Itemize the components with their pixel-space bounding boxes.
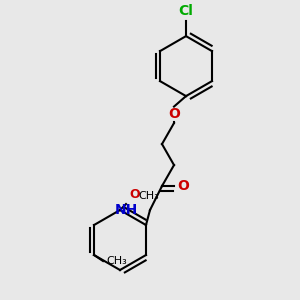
Text: O: O bbox=[168, 107, 180, 121]
Text: CH₃: CH₃ bbox=[106, 256, 127, 266]
Text: CH₃: CH₃ bbox=[138, 191, 159, 201]
Text: O: O bbox=[177, 179, 189, 193]
Text: Cl: Cl bbox=[178, 4, 194, 18]
Text: NH: NH bbox=[115, 203, 138, 217]
Text: O: O bbox=[129, 188, 140, 201]
